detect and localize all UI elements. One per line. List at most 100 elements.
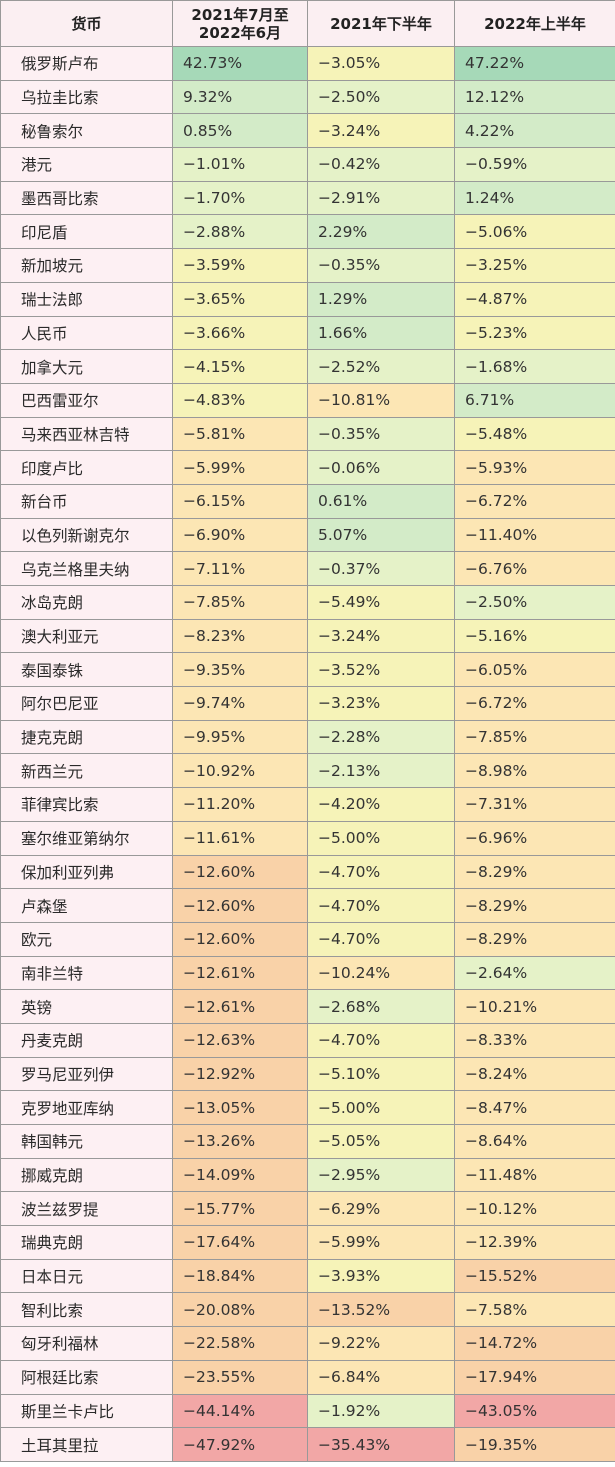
currency-name-cell: 斯里兰卡卢比 (0, 1393, 173, 1429)
value-cell-h2-2021: −2.28% (307, 719, 455, 755)
value-cell-h2-2021: −0.37% (307, 551, 455, 586)
value-cell-full-period: −12.63% (172, 1022, 308, 1058)
value-cell-h2-2021: −2.95% (307, 1157, 455, 1193)
currency-name-cell: 匈牙利福林 (0, 1326, 173, 1361)
value-cell-full-period: −11.20% (172, 787, 308, 822)
currency-name-cell: 马来西亚林吉特 (0, 416, 173, 452)
table-row: 新加坡元 −3.59% −0.35% −3.25% (0, 248, 615, 283)
value-cell-h2-2021: −6.29% (307, 1191, 455, 1227)
currency-name-cell: 新加坡元 (0, 248, 173, 283)
value-cell-h1-2022: −10.21% (454, 989, 615, 1024)
value-cell-h2-2021: −1.92% (307, 1393, 455, 1429)
value-cell-h2-2021: −3.23% (307, 686, 455, 721)
value-cell-h1-2022: −8.64% (454, 1124, 615, 1159)
value-cell-full-period: 42.73% (172, 46, 308, 81)
value-cell-full-period: −12.92% (172, 1056, 308, 1092)
value-cell-h2-2021: −3.05% (307, 46, 455, 81)
value-cell-h1-2022: −19.35% (454, 1427, 615, 1462)
value-cell-h2-2021: −4.70% (307, 888, 455, 923)
value-cell-h2-2021: −10.24% (307, 955, 455, 991)
value-cell-h1-2022: −43.05% (454, 1393, 615, 1429)
column-header-h1-2022: 2022年上半年 (454, 0, 615, 47)
currency-name-cell: 港元 (0, 147, 173, 182)
currency-name-cell: 塞尔维亚第纳尔 (0, 820, 173, 856)
value-cell-full-period: −3.65% (172, 281, 308, 317)
table-row: 俄罗斯卢布 42.73% −3.05% 47.22% (0, 46, 615, 81)
table-row: 巴西雷亚尔 −4.83% −10.81% 6.71% (0, 382, 615, 418)
value-cell-full-period: −4.15% (172, 349, 308, 384)
table-row: 新台币 −6.15% 0.61% −6.72% (0, 483, 615, 519)
currency-name-cell: 印尼盾 (0, 214, 173, 250)
value-cell-h2-2021: −10.81% (307, 382, 455, 418)
value-cell-h2-2021: −0.35% (307, 416, 455, 452)
value-cell-h2-2021: −3.93% (307, 1258, 455, 1294)
currency-name-cell: 瑞士法郎 (0, 281, 173, 317)
table-row: 波兰兹罗提 −15.77% −6.29% −10.12% (0, 1191, 615, 1227)
currency-name-cell: 波兰兹罗提 (0, 1191, 173, 1227)
value-cell-h2-2021: −35.43% (307, 1427, 455, 1462)
value-cell-h2-2021: −0.06% (307, 450, 455, 485)
value-cell-h1-2022: −4.87% (454, 281, 615, 317)
value-cell-full-period: −7.85% (172, 585, 308, 620)
value-cell-h1-2022: −11.48% (454, 1157, 615, 1193)
value-cell-h1-2022: −5.06% (454, 214, 615, 250)
value-cell-full-period: −20.08% (172, 1292, 308, 1328)
table-row: 乌拉圭比索 9.32% −2.50% 12.12% (0, 79, 615, 115)
currency-name-cell: 韩国韩元 (0, 1124, 173, 1159)
value-cell-h1-2022: 4.22% (454, 113, 615, 149)
value-cell-full-period: −1.01% (172, 147, 308, 182)
value-cell-full-period: −22.58% (172, 1326, 308, 1361)
value-cell-h1-2022: −8.29% (454, 888, 615, 923)
value-cell-h2-2021: 1.29% (307, 281, 455, 317)
value-cell-full-period: −10.92% (172, 753, 308, 789)
value-cell-h1-2022: −8.98% (454, 753, 615, 789)
value-cell-h1-2022: −5.93% (454, 450, 615, 485)
column-header-h2-2021: 2021年下半年 (307, 0, 455, 47)
value-cell-h1-2022: −6.96% (454, 820, 615, 856)
value-cell-h1-2022: −5.16% (454, 618, 615, 654)
table-row: 加拿大元 −4.15% −2.52% −1.68% (0, 349, 615, 384)
value-cell-full-period: −7.11% (172, 551, 308, 586)
table-row: 墨西哥比索 −1.70% −2.91% 1.24% (0, 180, 615, 216)
value-cell-h1-2022: −1.68% (454, 349, 615, 384)
value-cell-full-period: −17.64% (172, 1225, 308, 1260)
value-cell-h1-2022: 6.71% (454, 382, 615, 418)
value-cell-h1-2022: 12.12% (454, 79, 615, 115)
value-cell-full-period: −3.66% (172, 315, 308, 351)
value-cell-h1-2022: −15.52% (454, 1258, 615, 1294)
table-row: 澳大利亚元 −8.23% −3.24% −5.16% (0, 618, 615, 654)
value-cell-full-period: −23.55% (172, 1359, 308, 1395)
table-row: 秘鲁索尔 0.85% −3.24% 4.22% (0, 113, 615, 149)
currency-name-cell: 南非兰特 (0, 955, 173, 991)
currency-name-cell: 泰国泰铢 (0, 652, 173, 688)
currency-name-cell: 罗马尼亚列伊 (0, 1056, 173, 1092)
value-cell-full-period: −2.88% (172, 214, 308, 250)
value-cell-full-period: −12.61% (172, 955, 308, 991)
currency-name-cell: 英镑 (0, 989, 173, 1024)
table-body: 俄罗斯卢布 42.73% −3.05% 47.22% 乌拉圭比索 9.32% −2.50% 1… (0, 46, 615, 1462)
value-cell-h1-2022: −8.29% (454, 854, 615, 890)
currency-name-cell: 澳大利亚元 (0, 618, 173, 654)
value-cell-h2-2021: −3.52% (307, 652, 455, 688)
value-cell-full-period: −13.05% (172, 1090, 308, 1125)
value-cell-h2-2021: −5.49% (307, 585, 455, 620)
table-row: 罗马尼亚列伊 −12.92% −5.10% −8.24% (0, 1056, 615, 1092)
currency-name-cell: 乌拉圭比索 (0, 79, 173, 115)
value-cell-full-period: −3.59% (172, 248, 308, 283)
currency-name-cell: 新西兰元 (0, 753, 173, 789)
currency-name-cell: 卢森堡 (0, 888, 173, 923)
value-cell-h1-2022: −7.85% (454, 719, 615, 755)
value-cell-h1-2022: −5.23% (454, 315, 615, 351)
value-cell-full-period: −1.70% (172, 180, 308, 216)
currency-name-cell: 俄罗斯卢布 (0, 46, 173, 81)
table-row: 马来西亚林吉特 −5.81% −0.35% −5.48% (0, 416, 615, 452)
table-row: 印尼盾 −2.88% 2.29% −5.06% (0, 214, 615, 250)
table-row: 英镑 −12.61% −2.68% −10.21% (0, 989, 615, 1024)
value-cell-h2-2021: −2.91% (307, 180, 455, 216)
table-row: 人民币 −3.66% 1.66% −5.23% (0, 315, 615, 351)
value-cell-h2-2021: −5.00% (307, 820, 455, 856)
currency-name-cell: 捷克克朗 (0, 719, 173, 755)
value-cell-h2-2021: 1.66% (307, 315, 455, 351)
value-cell-full-period: −13.26% (172, 1124, 308, 1159)
currency-name-cell: 印度卢比 (0, 450, 173, 485)
